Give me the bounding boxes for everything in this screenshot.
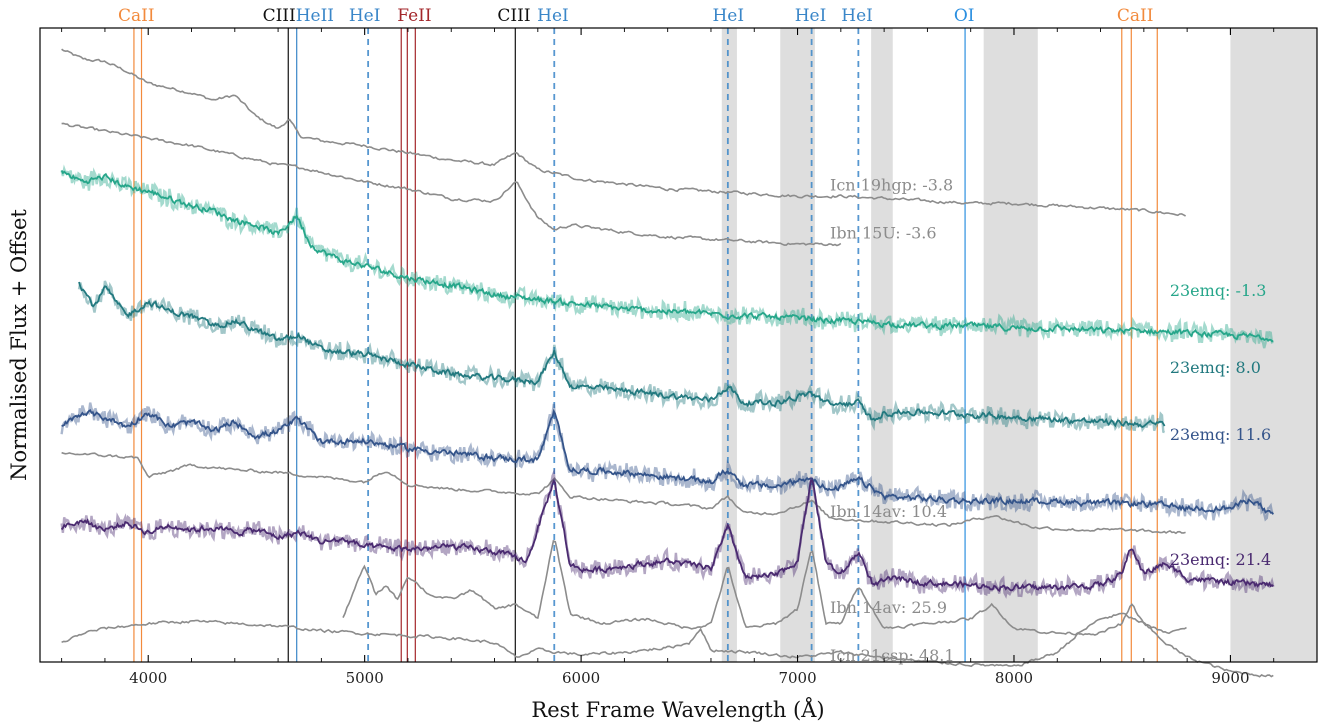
spectrum-label-23emq-1-3: 23emq: -1.3 — [1170, 281, 1267, 300]
spectrum-label-23emq-11-6: 23emq: 11.6 — [1170, 425, 1271, 444]
x-axis-ticks: 4000 5000 6000 7000 8000 9000 — [61, 28, 1318, 687]
spectrum-23emq-21-4 — [60, 479, 1274, 592]
spectrum-label-23emq-8-0: 23emq: 8.0 — [1170, 358, 1261, 377]
spectrum-label-ibn-14av-10-4: Ibn 14av: 10.4 — [830, 502, 947, 521]
x-tick-label-7000: 7000 — [778, 669, 816, 687]
spectrum-ibn-14av-25-9 — [342, 539, 1187, 636]
spectrum-raw-23emq-11-6 — [60, 402, 1274, 522]
spectrum-label-icn-21csp-48-1: Icn 21csp: 48.1 — [830, 646, 955, 665]
x-tick-label-8000: 8000 — [995, 669, 1033, 687]
marker-label-hei-7: HeI — [712, 6, 744, 26]
spectrum-icn-19hgp-3-8 — [61, 48, 1187, 217]
spectra-labels: Icn 19hgp: -3.8 Ibn 15U: -3.6 23emq: -1.3 2… — [830, 175, 1271, 665]
marker-label-hei-9: HeI — [841, 6, 873, 26]
marker-label-hei-6: HeI — [537, 6, 569, 26]
marker-label-feii-4: FeII — [397, 6, 431, 26]
x-axis-title: Rest Frame Wavelength (Å) — [531, 697, 824, 722]
x-tick-label-5000: 5000 — [346, 669, 384, 687]
spectra-series — [60, 48, 1275, 678]
spectrum-label-ibn-15u-3-6: Ibn 15U: -3.6 — [830, 223, 937, 242]
line-marker-labels: CaII CIII HeII HeI FeII CIII HeI HeI HeI HeI OI CaI… — [118, 6, 1153, 26]
spectrum-icn-21csp-48-1 — [61, 612, 1274, 678]
marker-label-hei-8: HeI — [795, 6, 827, 26]
x-tick-label-4000: 4000 — [129, 669, 167, 687]
marker-label-ciii-1: CIII — [263, 6, 296, 26]
spectrum-ibn-15u-3-6 — [61, 122, 842, 247]
x-tick-label-9000: 9000 — [1211, 669, 1249, 687]
x-tick-label-6000: 6000 — [562, 669, 600, 687]
marker-label-heii-2: HeII — [296, 6, 334, 26]
marker-label-caii-0: CaII — [118, 6, 155, 26]
line-markers — [133, 28, 1158, 662]
marker-label-hei-3: HeI — [349, 6, 381, 26]
shaded-region-0 — [721, 28, 737, 662]
marker-label-ciii-5: CIII — [497, 6, 530, 26]
spectrum-ibn-14av-10-4 — [61, 451, 1186, 535]
shaded-region-3 — [983, 28, 1038, 662]
spectrum-raw-23emq-8-0 — [77, 280, 1165, 434]
spectrum-label-23emq-21-4: 23emq: 21.4 — [1170, 550, 1271, 569]
spectrum-23emq-11-6 — [61, 408, 1274, 515]
marker-label-oi-10: OI — [954, 6, 975, 26]
shaded-region-4 — [1230, 28, 1317, 662]
y-axis-title: Normalised Flux + Offset — [7, 209, 31, 481]
marker-label-caii-11: CaII — [1117, 6, 1154, 26]
spectrum-label-ibn-14av-25-9: Ibn 14av: 25.9 — [830, 598, 947, 617]
spectrum-label-icn-19hgp-3-8: Icn 19hgp: -3.8 — [830, 175, 953, 194]
shaded-region-2 — [871, 28, 893, 662]
plot-frame — [39, 27, 1318, 663]
spectrum-23emq-8-0 — [78, 281, 1166, 428]
spectrum-23emq-1-3 — [60, 169, 1274, 343]
